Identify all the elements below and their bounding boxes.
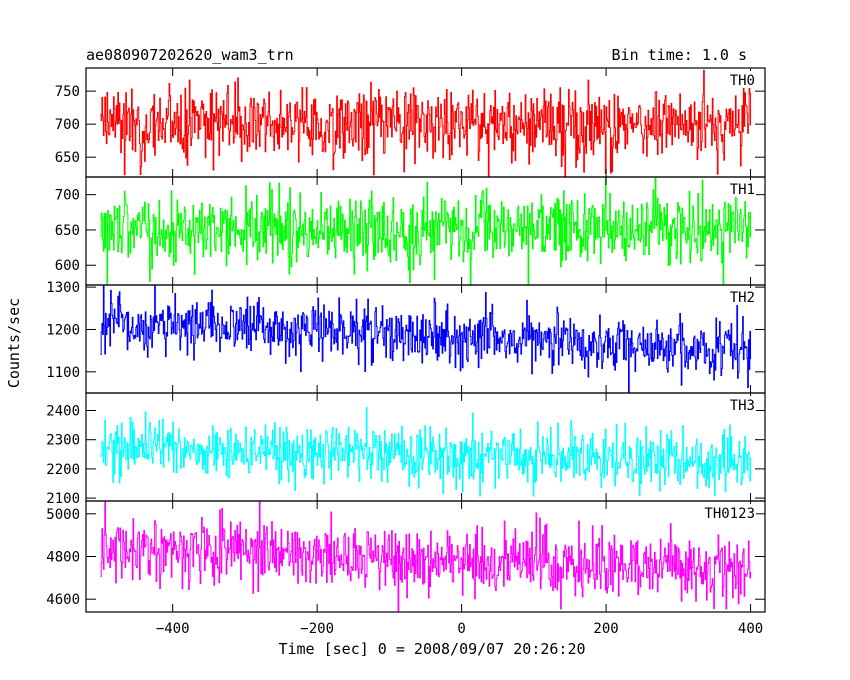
panel-label: TH0: [730, 73, 755, 89]
y-axis-label: Counts/sec: [5, 298, 23, 388]
y-tick-label: 600: [55, 258, 80, 274]
chart-title: ae080907202620_wam3_trn: [86, 46, 294, 64]
x-axis: −400 −200 0 200 400: [156, 621, 763, 637]
y-tick-label: 650: [55, 223, 80, 239]
y-tick-label: 1300: [46, 280, 80, 296]
x-axis-label: Time [sec] 0 = 2008/09/07 20:26:20: [278, 640, 585, 658]
panel-label: TH1: [730, 182, 755, 198]
panel-label-backing: [703, 504, 756, 521]
panel-label: TH2: [730, 290, 755, 306]
y-tick-label: 1100: [46, 365, 80, 381]
y-tick-label: 750: [55, 84, 80, 100]
y-tick-label: 700: [55, 117, 80, 133]
y-tick-label: 4800: [46, 550, 80, 566]
x-tick-label: 200: [593, 621, 618, 637]
x-tick-label: −400: [156, 621, 190, 637]
series-th0123-line: [100, 500, 752, 612]
panel-label: TH0123: [704, 506, 755, 522]
panel-th3: 2100 2200 2300 2400 TH3: [46, 392, 766, 507]
panel-th0123: 4600 4800 5000 TH0123: [46, 500, 766, 613]
panel-th2: 1100 1200 1300 TH2: [46, 280, 766, 394]
panels-layer: 650 700 750 TH0 600 650 700 TH1 1100 1200 1300 TH2 2…: [46, 67, 766, 613]
series-th3-line: [100, 407, 752, 497]
panel-label-backing: [728, 180, 756, 197]
y-tick-label: 700: [55, 188, 80, 204]
y-tick-label: 4600: [46, 592, 80, 608]
y-tick-label: 2200: [46, 462, 80, 478]
panel-th1: 600 650 700 TH1: [55, 176, 766, 286]
panel-th0: 650 700 750 TH0: [55, 67, 766, 178]
panel-label-backing: [728, 288, 756, 305]
panel-label-backing: [728, 71, 756, 88]
panel-label: TH3: [730, 398, 755, 414]
series-th0-line: [100, 69, 752, 178]
x-tick-label: 0: [457, 621, 465, 637]
panel-label-backing: [728, 396, 756, 413]
y-tick-label: 2400: [46, 404, 80, 420]
y-tick-label: 5000: [46, 507, 80, 523]
series-th1-line: [100, 176, 752, 286]
series-th2-line: [100, 284, 752, 394]
y-tick-label: 650: [55, 150, 80, 166]
x-tick-label: 400: [738, 621, 763, 637]
y-tick-label: 2100: [46, 491, 80, 507]
y-tick-label: 1200: [46, 322, 80, 338]
y-tick-label: 2300: [46, 433, 80, 449]
bin-time-label: Bin time: 1.0 s: [612, 46, 747, 64]
x-tick-label: −200: [300, 621, 334, 637]
